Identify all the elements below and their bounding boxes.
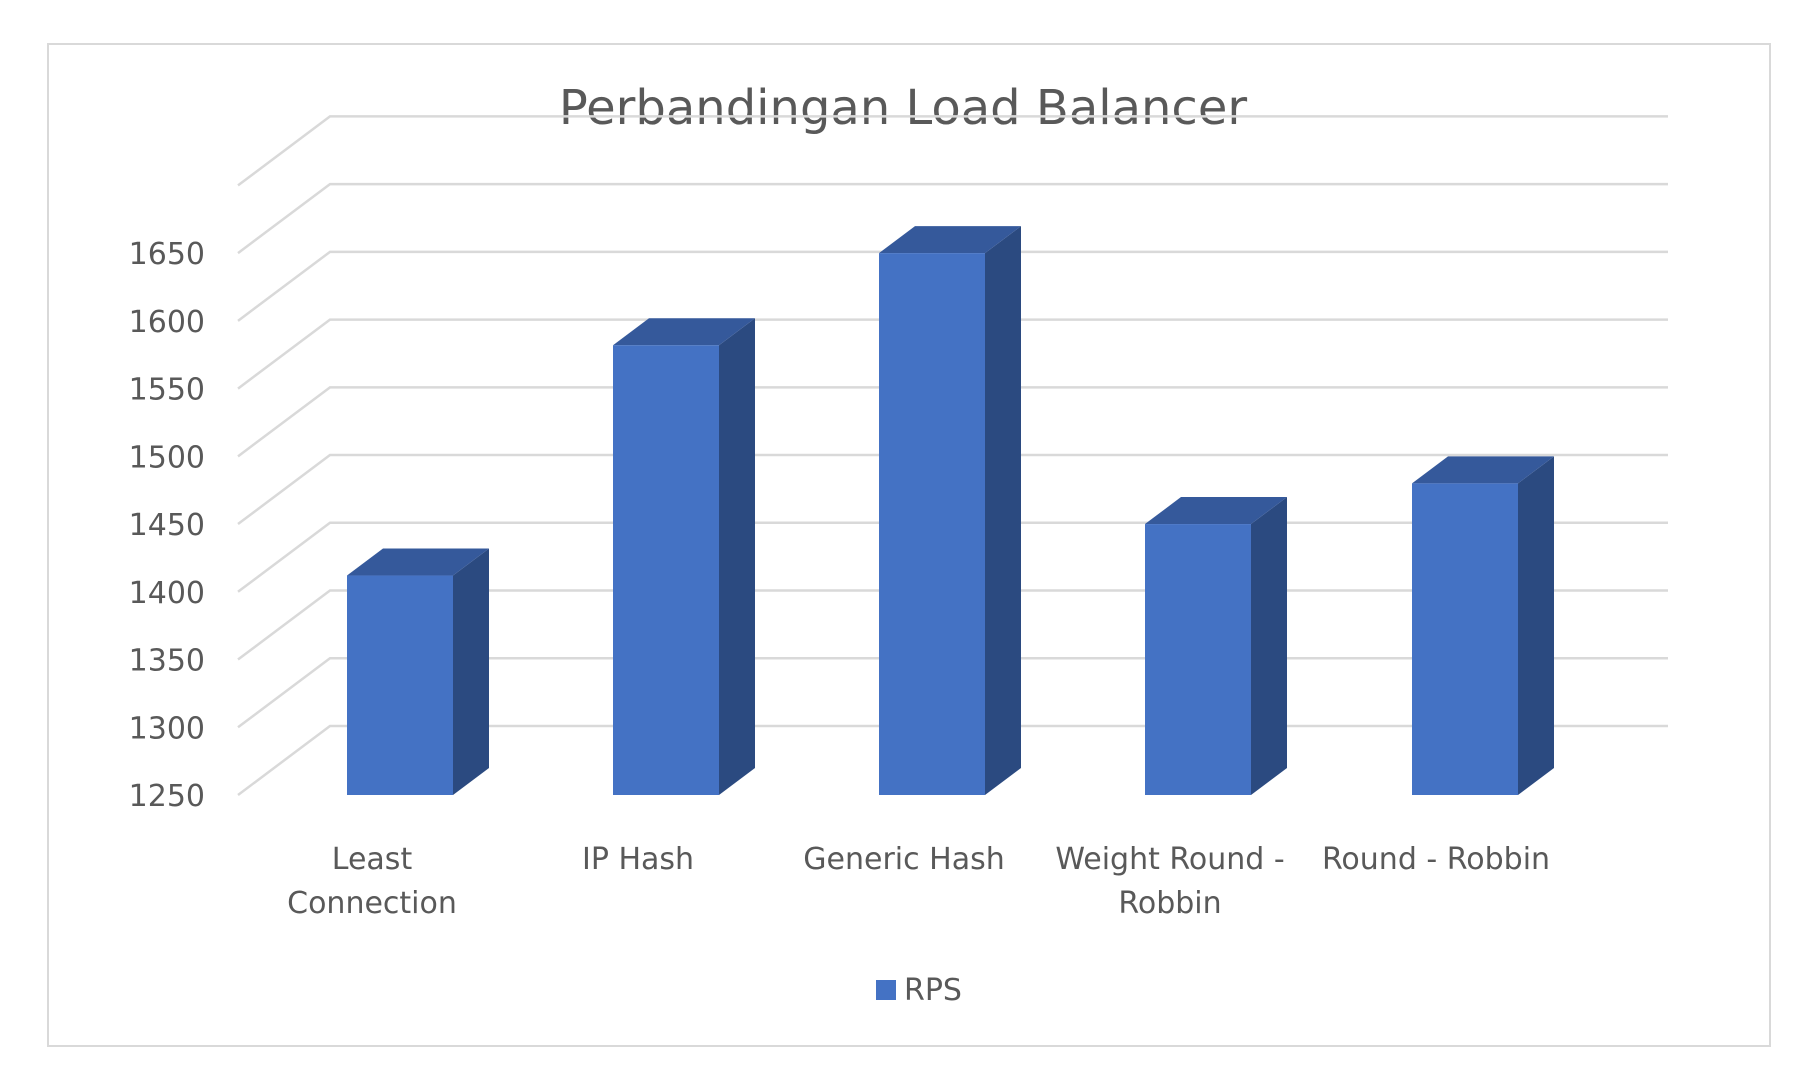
gridline <box>237 250 1668 322</box>
bar-front <box>347 575 453 795</box>
x-tick-label: Robbin <box>1118 886 1221 921</box>
y-tick-label: 1300 <box>129 711 205 746</box>
bar <box>1412 456 1554 795</box>
x-tick-label: IP Hash <box>582 842 694 877</box>
y-tick-label: 1450 <box>129 508 205 543</box>
x-tick-label: Generic Hash <box>803 842 1004 877</box>
y-tick-label: 1350 <box>129 644 205 679</box>
legend-label: RPS <box>904 973 962 1008</box>
y-tick-label: 1550 <box>129 373 205 408</box>
bar <box>1145 497 1287 795</box>
bar-side <box>1251 497 1287 795</box>
bar <box>347 548 489 795</box>
bars <box>347 226 1554 795</box>
gridline <box>237 318 1668 390</box>
bar-top <box>1412 456 1554 484</box>
bar-front <box>879 253 985 795</box>
y-axis-ticks: 1250 1300 1350 1400 1450 1500 1550 1600 1650 <box>129 237 205 814</box>
bar <box>613 318 755 795</box>
y-tick-label: 1650 <box>129 237 205 272</box>
bar-front <box>1412 483 1518 795</box>
gridline <box>237 386 1668 458</box>
bar-top <box>347 548 489 576</box>
y-tick-label: 1250 <box>129 779 205 814</box>
chart-title: Perbandingan Load Balancer <box>559 80 1247 136</box>
y-tick-label: 1500 <box>129 440 205 475</box>
gridline <box>237 115 1668 187</box>
y-tick-label: 1400 <box>129 576 205 611</box>
bar <box>879 226 1021 795</box>
x-tick-label: Least <box>332 842 413 877</box>
bar-front <box>1145 524 1251 795</box>
x-axis-labels: Least Connection IP Hash Generic Hash Weight… <box>287 842 1550 921</box>
bar-top <box>613 318 755 346</box>
x-tick-label: Round - Robbin <box>1322 842 1550 877</box>
bar-top <box>879 226 1021 254</box>
gridline <box>237 453 1668 526</box>
bar-side <box>1518 456 1554 795</box>
bar-side <box>985 226 1021 795</box>
x-tick-label: Weight Round - <box>1055 842 1284 877</box>
y-tick-label: 1600 <box>129 305 205 340</box>
gridline <box>237 182 1668 255</box>
legend: RPS <box>876 973 962 1008</box>
x-tick-label: Connection <box>287 886 457 921</box>
bar-top <box>1145 497 1287 525</box>
legend-swatch <box>876 980 896 1000</box>
bar-side <box>453 548 489 795</box>
bar-side <box>719 318 755 795</box>
bar-front <box>613 345 719 795</box>
